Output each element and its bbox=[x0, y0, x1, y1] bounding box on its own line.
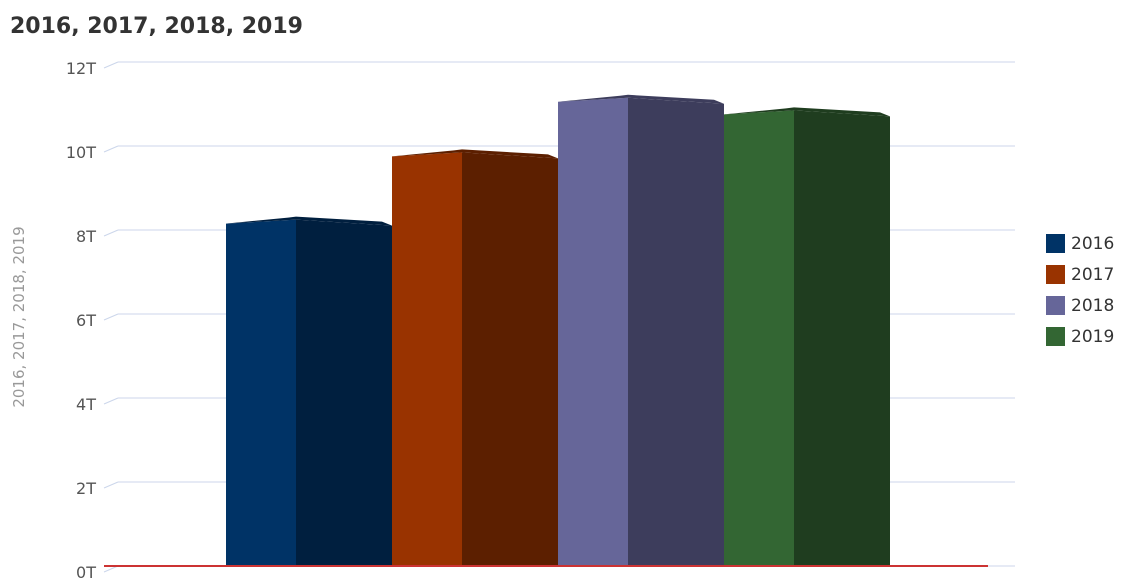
legend-item-2016[interactable]: 2016 bbox=[1046, 228, 1114, 259]
y-tick-label: 0T bbox=[76, 563, 96, 578]
legend-label: 2018 bbox=[1071, 295, 1115, 316]
gridline-slant bbox=[103, 145, 119, 153]
y-axis-ticks: 0T 2T 4T 6T 8T 10T 12T bbox=[66, 59, 96, 578]
bar-face-top bbox=[226, 216, 392, 226]
bar-face-side bbox=[462, 152, 558, 566]
legend-item-2019[interactable]: 2019 bbox=[1046, 321, 1114, 352]
legend-swatch bbox=[1046, 265, 1065, 284]
legend-item-2017[interactable]: 2017 bbox=[1046, 259, 1114, 290]
y-axis-label: 2016, 2017, 2018, 2019 bbox=[10, 226, 28, 407]
legend-swatch bbox=[1046, 296, 1065, 315]
bar-face-front bbox=[392, 152, 462, 566]
bar-face-front bbox=[724, 110, 794, 567]
legend-swatch bbox=[1046, 327, 1065, 346]
y-tick-label: 6T bbox=[76, 311, 96, 330]
bar-2018 bbox=[558, 94, 724, 567]
bar-face-front bbox=[558, 97, 628, 567]
bar-2017 bbox=[392, 149, 558, 566]
legend: 2016 2017 2018 2019 bbox=[1046, 228, 1114, 352]
bar-face-side bbox=[296, 219, 392, 566]
legend-swatch bbox=[1046, 234, 1065, 253]
bar-face-side bbox=[794, 110, 890, 567]
gridline-slant bbox=[103, 481, 119, 489]
gridline-slant bbox=[103, 229, 119, 237]
bar-face-top bbox=[558, 94, 724, 104]
bars bbox=[226, 94, 890, 567]
chart-title: 2016, 2017, 2018, 2019 bbox=[10, 14, 303, 39]
legend-label: 2019 bbox=[1071, 326, 1115, 347]
bar-face-side bbox=[628, 97, 724, 567]
y-tick-label: 4T bbox=[76, 395, 96, 414]
legend-label: 2017 bbox=[1071, 264, 1115, 285]
bar-face-top bbox=[392, 149, 558, 159]
gridline-slant bbox=[103, 397, 119, 405]
y-tick-label: 8T bbox=[76, 227, 96, 246]
bar-2016 bbox=[226, 216, 392, 566]
gridline-slant bbox=[103, 313, 119, 321]
bar-2019 bbox=[724, 107, 890, 567]
bar-face-front bbox=[226, 219, 296, 566]
legend-label: 2016 bbox=[1071, 233, 1115, 254]
y-tick-label: 12T bbox=[66, 59, 96, 78]
bar-face-top bbox=[724, 107, 890, 117]
legend-item-2018[interactable]: 2018 bbox=[1046, 290, 1114, 321]
y-tick-label: 10T bbox=[66, 143, 96, 162]
y-tick-label: 2T bbox=[76, 479, 96, 498]
gridline-slant bbox=[103, 61, 119, 69]
